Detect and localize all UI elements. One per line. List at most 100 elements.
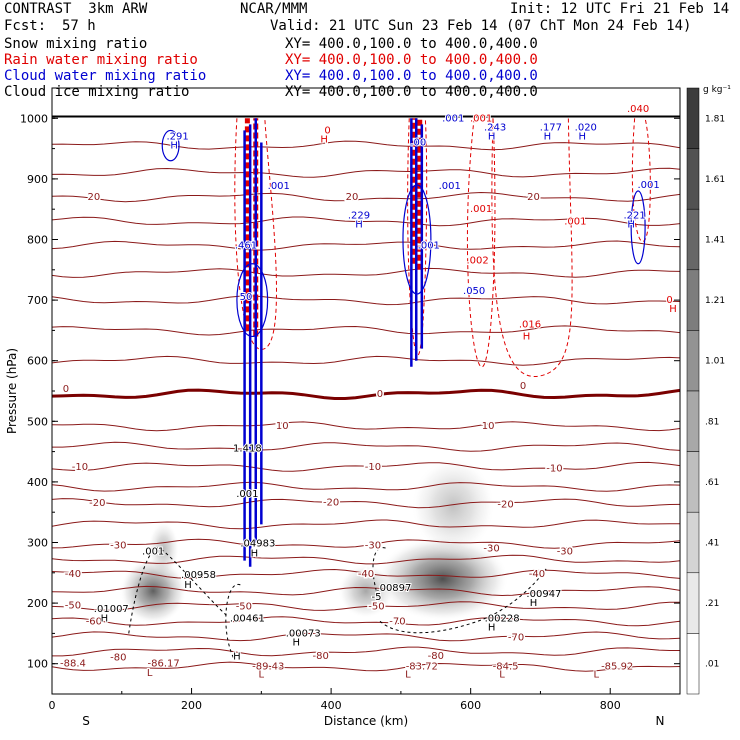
isotherm: [52, 616, 680, 627]
colorbar-swatch: [686, 330, 700, 392]
extremum-label: H: [669, 304, 677, 315]
isotherm-label: 0: [520, 381, 526, 392]
x-tick-label: 0: [49, 699, 56, 712]
extremum-label: H: [523, 331, 531, 342]
y-tick-label: 900: [27, 173, 48, 186]
isotherm-label: -30: [110, 541, 126, 552]
field-name: Cloud water mixing ratio: [4, 68, 207, 84]
colorbar-tick-label: .01: [705, 660, 719, 670]
isotherm-label: -70: [389, 616, 405, 627]
extremum-label: .229: [348, 210, 370, 221]
isotherm: [52, 240, 680, 251]
extremum-label: L: [405, 670, 411, 681]
extremum-label: .001: [637, 180, 659, 191]
isotherm: [52, 461, 680, 472]
isotherm-label: -50: [368, 602, 384, 613]
extremum-label: H: [355, 219, 363, 230]
extremum-label: .177: [540, 122, 562, 133]
y-tick-label: 600: [27, 355, 48, 368]
isotherm-label: -50: [236, 602, 252, 613]
cloud-water-contour: [161, 129, 180, 162]
isotherm: [52, 355, 680, 366]
y-tick-label: 500: [27, 415, 48, 428]
extremum-label: -86.17: [148, 659, 180, 670]
extremum-label: .00228: [485, 613, 520, 624]
field-name: Snow mixing ratio: [4, 36, 148, 52]
extremum-label: .001: [637, 180, 659, 191]
colorbar-swatch: [686, 208, 700, 271]
isotherm-label: -30: [365, 541, 381, 552]
isotherm-label: -20: [497, 499, 513, 510]
y-tick-label: 300: [27, 537, 48, 550]
extremum-label: H: [320, 135, 328, 146]
colorbar-swatch: [686, 451, 700, 513]
extremum-label: -88.4: [60, 659, 86, 670]
extremum-label: H: [488, 131, 496, 142]
isotherm-label: -10: [365, 462, 381, 473]
extremum-label: .01007: [94, 604, 129, 615]
isotherm-label: 20: [87, 192, 100, 203]
colorbar-swatch: [686, 633, 700, 695]
extremum-label: -5: [371, 592, 381, 603]
cloud-water-contour: [402, 184, 432, 295]
isotherm-label: -40: [65, 569, 81, 580]
isotherm: [52, 295, 680, 306]
zero-isotherm: [52, 388, 680, 400]
snow-core: [376, 536, 510, 622]
organization-label: NCAR/MMM: [240, 1, 308, 17]
extremum-label: H: [292, 637, 300, 648]
model-title: CONTRAST 3km ARW: [4, 1, 148, 17]
extremum-label: .461: [235, 241, 257, 252]
extremum-label: H: [579, 131, 587, 142]
extremum-label: H: [530, 598, 538, 609]
extremum-label: H: [101, 613, 109, 624]
field-section-coords: XY= 400.0,100.0 to 400.0,400.0: [285, 68, 538, 84]
colorbar-tick-label: .81: [705, 417, 719, 427]
extremum-label: .001: [470, 204, 492, 215]
extremum-label: H: [251, 548, 259, 559]
extremum-label: .001: [470, 113, 492, 124]
isotherm-label: -80: [110, 653, 126, 664]
isotherm: [52, 661, 680, 672]
extremum-label: 50: [240, 292, 253, 303]
isotherm: [52, 554, 680, 565]
isotherm-label: 0: [63, 384, 69, 395]
colorbar-tick-label: 1.41: [705, 236, 725, 246]
extremum-label: .020: [575, 122, 597, 133]
y-tick-label: 400: [27, 476, 48, 489]
y-axis-title: Pressure (hPa): [5, 348, 19, 434]
north-label: N: [656, 714, 665, 728]
extremum-label: 0: [324, 125, 330, 136]
extremum-label: .001: [142, 547, 164, 558]
isotherm-label: -10: [72, 462, 88, 473]
extremum-label: -83.72: [406, 662, 438, 673]
colorbar-tick-label: .21: [705, 599, 719, 609]
x-tick-label: 800: [600, 699, 621, 712]
extremum-label: L: [499, 670, 505, 681]
isotherm: [52, 216, 680, 227]
isotherm: [52, 191, 680, 203]
y-tick-label: 200: [27, 597, 48, 610]
isotherm-label: -70: [508, 633, 524, 644]
isotherm: [52, 568, 680, 579]
colorbar-unit: g kg⁻¹: [703, 85, 731, 95]
colorbar-swatch: [686, 511, 700, 574]
x-axis-title: Distance (km): [324, 714, 408, 728]
isotherm-label: -30: [483, 544, 499, 555]
colorbar-tick-label: .61: [705, 478, 719, 488]
extremum-label: .04983: [240, 539, 275, 550]
isotherm-label: -80: [428, 651, 444, 662]
extremum-label: H: [233, 651, 241, 662]
colorbar-swatch: [686, 572, 700, 634]
extremum-label: .221: [624, 210, 646, 221]
extremum-label: .00073: [286, 628, 321, 639]
colorbar-swatch: [686, 87, 700, 149]
isotherm: [52, 140, 680, 151]
extremum-label: L: [259, 670, 265, 681]
colorbar-tick-label: 1.81: [705, 114, 725, 124]
extremum-label: .243: [484, 122, 506, 133]
isotherm: [52, 646, 680, 657]
extremum-label: .00958: [181, 570, 216, 581]
isotherm: [52, 498, 680, 509]
extremum-label: -84.5: [493, 662, 519, 673]
